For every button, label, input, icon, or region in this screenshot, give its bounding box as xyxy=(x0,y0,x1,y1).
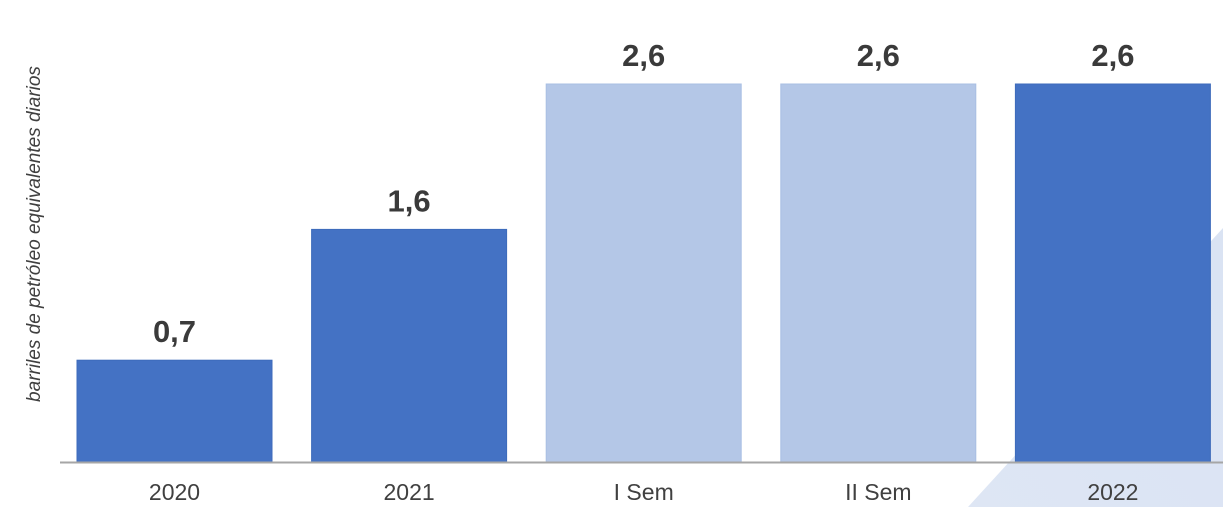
bar-2020 xyxy=(76,359,273,463)
data-label-2021: 1,6 xyxy=(388,183,431,218)
data-label-ii-sem: 2,6 xyxy=(857,38,900,73)
category-label-2020: 2020 xyxy=(149,479,200,505)
data-labels-group: 0,7 1,6 2,6 2,6 2,6 xyxy=(153,38,1135,349)
bar-i-sem xyxy=(545,83,742,463)
data-label-i-sem: 2,6 xyxy=(622,38,665,73)
category-label-ii-sem: II Sem xyxy=(845,479,911,505)
data-label-2020: 0,7 xyxy=(153,314,196,349)
category-label-i-sem: I Sem xyxy=(614,479,674,505)
bar-ii-sem xyxy=(780,83,977,463)
data-label-2022: 2,6 xyxy=(1091,38,1134,73)
category-labels-group: 2020 2021 I Sem II Sem 2022 xyxy=(149,479,1139,505)
y-axis-title: barriles de petróleo equivalentes diario… xyxy=(24,66,45,402)
bar-2021 xyxy=(311,228,508,463)
category-label-2021: 2021 xyxy=(384,479,435,505)
bar-2022 xyxy=(1014,83,1211,463)
category-label-2022: 2022 xyxy=(1087,479,1138,505)
bars-group xyxy=(76,83,1211,463)
